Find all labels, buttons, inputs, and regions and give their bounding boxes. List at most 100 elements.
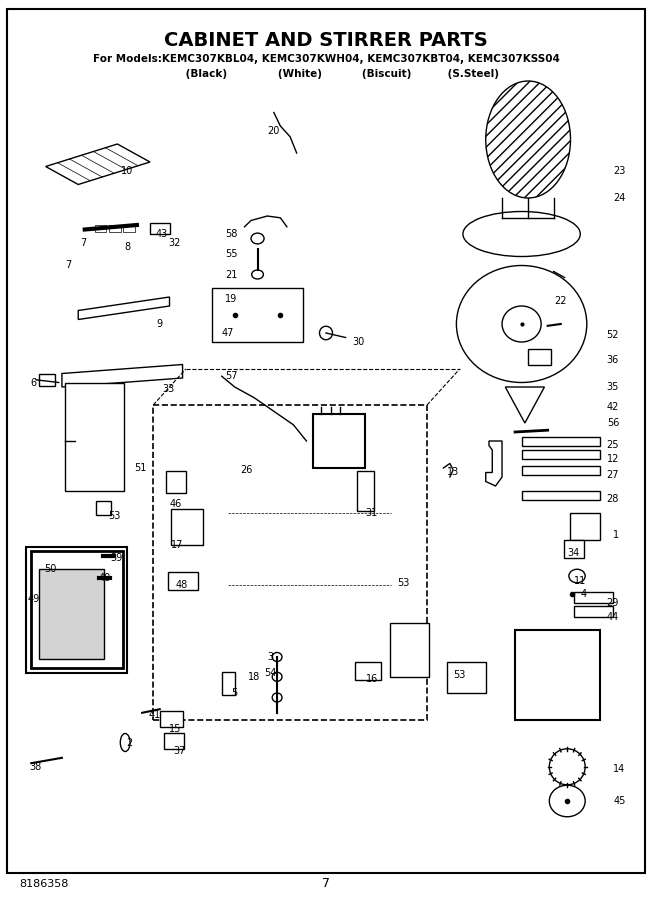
Text: 1: 1: [613, 530, 619, 541]
FancyBboxPatch shape: [65, 382, 124, 491]
Text: 2: 2: [126, 737, 132, 748]
Text: 41: 41: [149, 710, 160, 721]
FancyBboxPatch shape: [123, 225, 135, 232]
Text: CABINET AND STIRRER PARTS: CABINET AND STIRRER PARTS: [164, 31, 488, 50]
Text: 34: 34: [568, 548, 580, 559]
Text: 6: 6: [31, 377, 37, 388]
FancyBboxPatch shape: [390, 623, 429, 677]
Text: 55: 55: [225, 248, 238, 259]
FancyBboxPatch shape: [313, 414, 365, 468]
Ellipse shape: [319, 327, 333, 339]
Text: 53: 53: [454, 670, 466, 680]
Ellipse shape: [456, 266, 587, 382]
FancyBboxPatch shape: [109, 225, 121, 232]
Text: 16: 16: [366, 674, 378, 685]
FancyBboxPatch shape: [522, 450, 600, 459]
Text: 36: 36: [607, 355, 619, 365]
Text: 29: 29: [607, 598, 619, 608]
FancyBboxPatch shape: [522, 436, 600, 446]
Text: 35: 35: [607, 382, 619, 392]
FancyBboxPatch shape: [171, 508, 203, 544]
Ellipse shape: [502, 306, 541, 342]
FancyBboxPatch shape: [31, 551, 123, 668]
FancyBboxPatch shape: [564, 540, 584, 558]
Text: 46: 46: [170, 499, 182, 509]
Text: 7: 7: [80, 238, 87, 248]
Text: 11: 11: [574, 575, 586, 586]
Ellipse shape: [273, 652, 282, 662]
FancyBboxPatch shape: [150, 223, 170, 234]
Text: 3: 3: [267, 652, 274, 662]
Text: 28: 28: [607, 494, 619, 505]
Text: 47: 47: [222, 328, 234, 338]
Text: 42: 42: [607, 401, 619, 412]
FancyBboxPatch shape: [357, 471, 374, 511]
Polygon shape: [78, 297, 170, 320]
Text: 20: 20: [268, 125, 280, 136]
FancyBboxPatch shape: [95, 225, 106, 232]
FancyBboxPatch shape: [355, 662, 381, 680]
Text: 18: 18: [248, 671, 260, 682]
Text: 43: 43: [156, 229, 168, 239]
Text: 13: 13: [447, 466, 459, 477]
Text: 56: 56: [607, 418, 619, 428]
Ellipse shape: [549, 785, 585, 817]
FancyBboxPatch shape: [166, 471, 186, 493]
Text: 8: 8: [124, 241, 130, 252]
Text: 19: 19: [226, 293, 237, 304]
FancyBboxPatch shape: [515, 630, 600, 720]
Text: 58: 58: [226, 229, 237, 239]
FancyBboxPatch shape: [447, 662, 486, 693]
Text: 22: 22: [554, 296, 567, 307]
Text: 5: 5: [231, 688, 238, 698]
Ellipse shape: [251, 233, 264, 244]
Text: 37: 37: [173, 746, 185, 757]
Text: For Models:KEMC307KBL04, KEMC307KWH04, KEMC307KBT04, KEMC307KSS04: For Models:KEMC307KBL04, KEMC307KWH04, K…: [93, 53, 559, 64]
Text: 53: 53: [397, 578, 409, 589]
Text: 10: 10: [121, 166, 133, 176]
Text: 49: 49: [28, 593, 40, 604]
Text: 50: 50: [45, 563, 57, 574]
FancyBboxPatch shape: [39, 374, 55, 386]
FancyBboxPatch shape: [96, 501, 111, 515]
Text: 39: 39: [110, 553, 122, 563]
Text: 48: 48: [175, 580, 187, 590]
Text: 38: 38: [30, 761, 42, 772]
Ellipse shape: [273, 693, 282, 702]
Text: 21: 21: [226, 269, 237, 280]
Text: 24: 24: [614, 193, 625, 203]
Polygon shape: [62, 364, 183, 387]
Text: 14: 14: [614, 764, 625, 775]
Text: (Black)              (White)           (Biscuit)          (S.Steel): (Black) (White) (Biscuit) (S.Steel): [153, 68, 499, 79]
FancyBboxPatch shape: [522, 466, 600, 475]
Text: 45: 45: [614, 796, 625, 806]
Text: 23: 23: [614, 166, 625, 176]
Text: 40: 40: [98, 572, 110, 583]
Ellipse shape: [120, 734, 130, 752]
FancyBboxPatch shape: [570, 513, 600, 540]
Text: 53: 53: [108, 510, 120, 521]
Polygon shape: [486, 441, 502, 486]
FancyBboxPatch shape: [222, 672, 235, 695]
FancyBboxPatch shape: [160, 711, 183, 727]
FancyBboxPatch shape: [39, 569, 104, 659]
Ellipse shape: [549, 749, 585, 785]
FancyBboxPatch shape: [212, 288, 303, 342]
Text: 8186358: 8186358: [20, 878, 69, 889]
FancyBboxPatch shape: [522, 491, 600, 500]
Text: 52: 52: [606, 329, 619, 340]
Text: 7: 7: [65, 260, 72, 271]
FancyBboxPatch shape: [574, 592, 613, 603]
Text: 26: 26: [241, 464, 252, 475]
Text: 54: 54: [265, 668, 276, 679]
Text: 27: 27: [606, 470, 619, 481]
Ellipse shape: [569, 570, 585, 583]
Text: 33: 33: [162, 383, 174, 394]
FancyBboxPatch shape: [528, 349, 551, 365]
Ellipse shape: [252, 270, 263, 279]
FancyBboxPatch shape: [164, 733, 184, 749]
Ellipse shape: [273, 672, 282, 681]
Ellipse shape: [463, 212, 580, 256]
Text: 51: 51: [134, 463, 146, 473]
FancyBboxPatch shape: [574, 606, 613, 616]
